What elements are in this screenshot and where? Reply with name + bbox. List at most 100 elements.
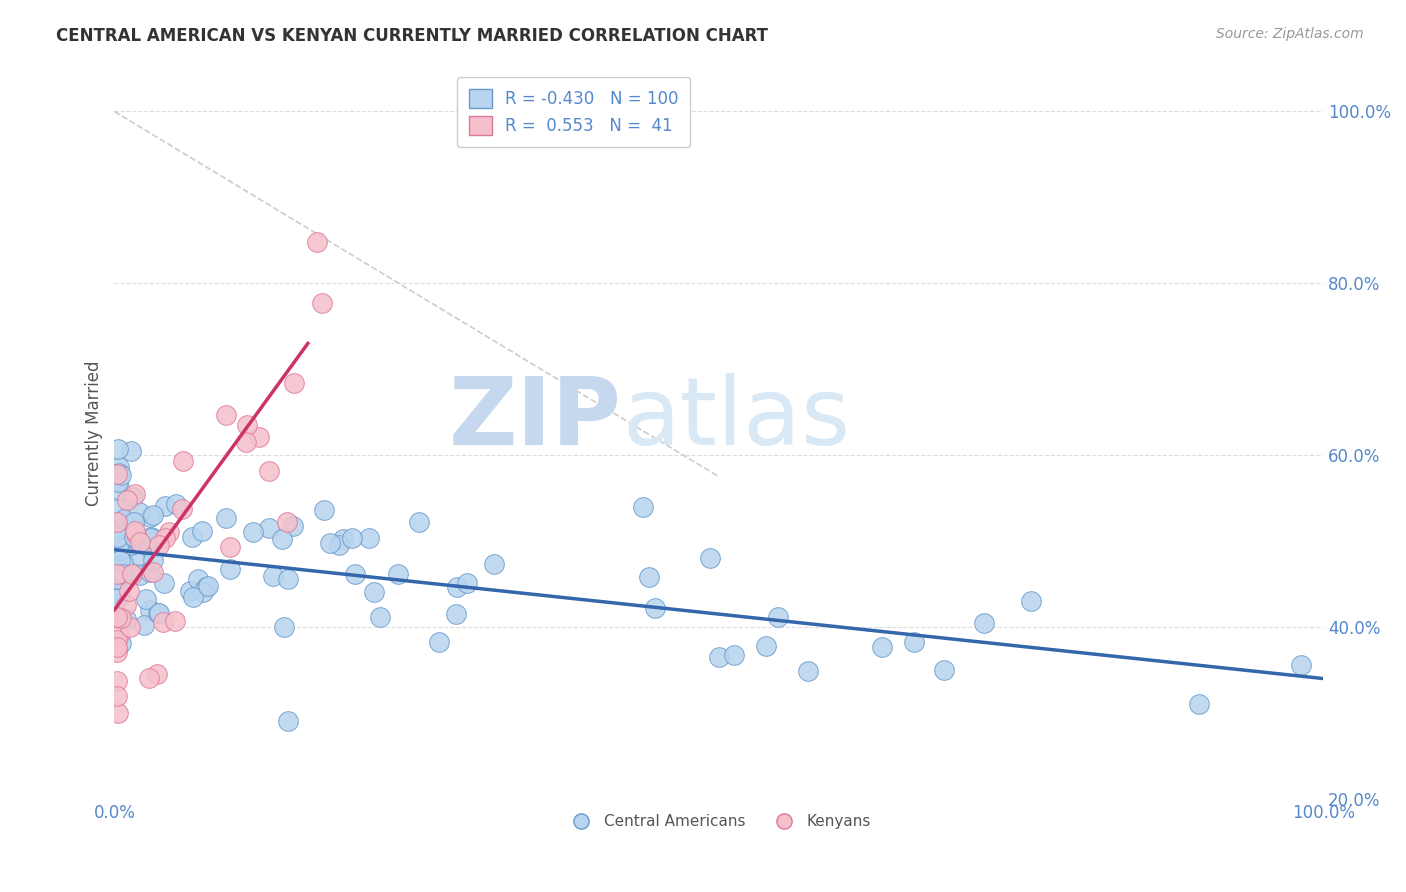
Point <box>105 610 128 624</box>
Point <box>148 606 170 620</box>
Point <box>121 490 143 504</box>
Point <box>872 640 894 654</box>
Point <box>181 530 204 544</box>
Point <box>120 538 142 552</box>
Point <box>120 523 142 537</box>
Point <box>191 585 214 599</box>
Point <box>148 538 170 552</box>
Point <box>105 467 128 482</box>
Point <box>344 567 367 582</box>
Point <box>446 580 468 594</box>
Text: atlas: atlas <box>621 373 851 465</box>
Point <box>107 558 129 573</box>
Point <box>332 532 354 546</box>
Text: ZIP: ZIP <box>449 373 621 465</box>
Point <box>387 567 409 582</box>
Point <box>165 497 187 511</box>
Point <box>105 689 128 703</box>
Point <box>638 570 661 584</box>
Point <box>107 524 129 538</box>
Point <box>281 519 304 533</box>
Point <box>112 512 135 526</box>
Point <box>107 530 129 544</box>
Point <box>215 511 238 525</box>
Point <box>142 508 165 523</box>
Point <box>146 666 169 681</box>
Point <box>1188 698 1211 712</box>
Point <box>105 566 128 581</box>
Text: Source: ZipAtlas.com: Source: ZipAtlas.com <box>1216 27 1364 41</box>
Point <box>277 572 299 586</box>
Point <box>242 525 264 540</box>
Point <box>146 607 169 621</box>
Point <box>283 376 305 391</box>
Point <box>181 590 204 604</box>
Point <box>444 607 467 621</box>
Point <box>1289 657 1312 672</box>
Point <box>259 521 281 535</box>
Point <box>105 645 128 659</box>
Point <box>259 464 281 478</box>
Point <box>124 527 146 541</box>
Point <box>277 714 299 729</box>
Point <box>311 295 333 310</box>
Point <box>105 633 128 648</box>
Legend: Central Americans, Kenyans: Central Americans, Kenyans <box>560 808 877 835</box>
Point <box>723 648 745 662</box>
Point <box>236 417 259 432</box>
Point <box>934 663 956 677</box>
Point <box>218 562 240 576</box>
Point <box>128 567 150 582</box>
Point <box>172 454 194 468</box>
Point <box>122 530 145 544</box>
Point <box>363 585 385 599</box>
Point <box>107 540 129 554</box>
Point <box>170 502 193 516</box>
Point <box>110 468 132 483</box>
Point <box>427 634 450 648</box>
Point <box>129 536 152 550</box>
Point <box>110 635 132 649</box>
Point <box>197 579 219 593</box>
Point <box>108 542 131 557</box>
Point <box>276 515 298 529</box>
Point <box>179 584 201 599</box>
Point <box>314 503 336 517</box>
Point <box>138 671 160 685</box>
Point <box>142 553 165 567</box>
Point <box>191 524 214 539</box>
Point <box>768 610 790 624</box>
Point <box>328 538 350 552</box>
Point <box>135 592 157 607</box>
Point <box>107 573 129 587</box>
Point <box>342 531 364 545</box>
Point <box>107 475 129 489</box>
Point <box>142 565 165 579</box>
Point <box>138 541 160 555</box>
Point <box>153 500 176 514</box>
Point <box>755 639 778 653</box>
Point <box>139 565 162 579</box>
Point <box>105 516 128 530</box>
Point <box>110 566 132 581</box>
Point <box>152 615 174 630</box>
Point <box>111 519 134 533</box>
Point <box>273 620 295 634</box>
Point <box>456 575 478 590</box>
Point <box>124 524 146 539</box>
Point <box>122 515 145 529</box>
Point <box>118 620 141 634</box>
Point <box>235 435 257 450</box>
Point <box>128 505 150 519</box>
Point <box>115 599 138 613</box>
Point <box>107 442 129 457</box>
Point <box>157 525 180 540</box>
Point <box>482 558 505 572</box>
Point <box>141 530 163 544</box>
Point <box>796 664 818 678</box>
Point <box>163 615 186 629</box>
Point <box>155 532 177 546</box>
Point <box>139 531 162 545</box>
Point <box>132 617 155 632</box>
Point <box>153 576 176 591</box>
